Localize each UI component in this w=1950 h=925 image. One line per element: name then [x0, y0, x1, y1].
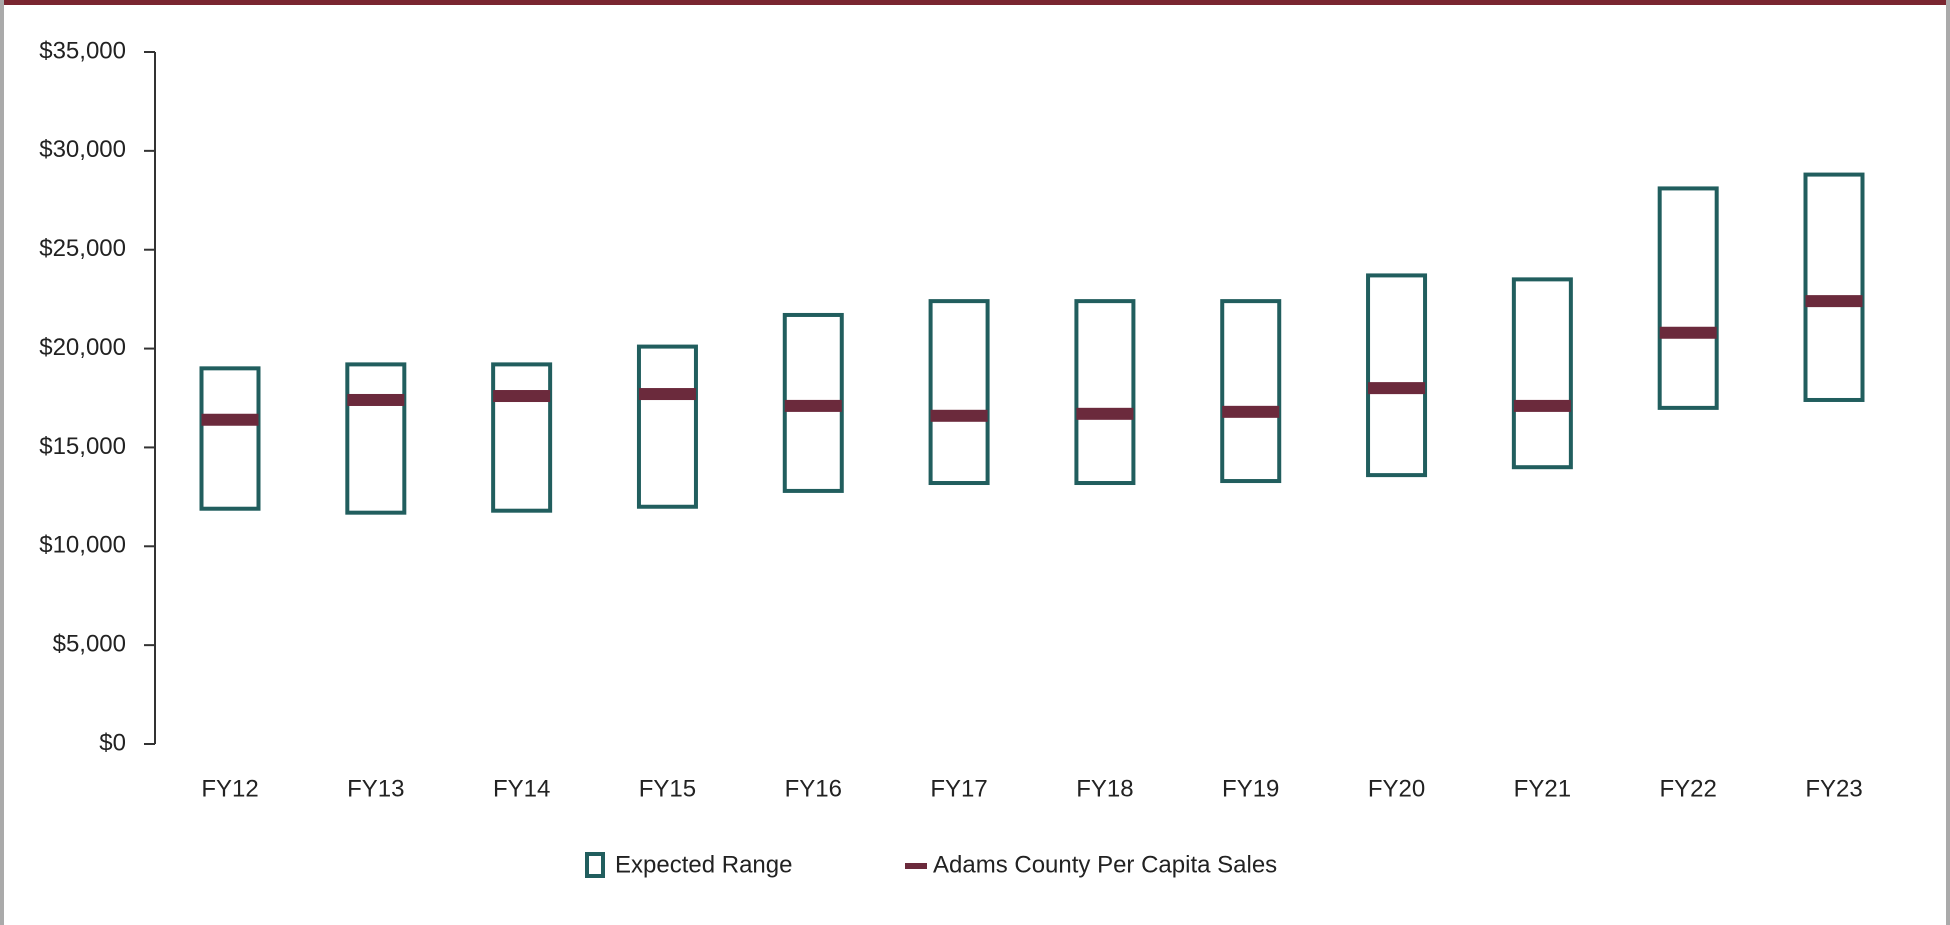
y-tick-label: $25,000 [39, 235, 126, 262]
legend-swatch [585, 852, 605, 878]
range-box [1657, 186, 1719, 410]
x-tick-label: FY13 [347, 775, 404, 802]
y-tick-label: $20,000 [39, 334, 126, 361]
x-tick-label: FY15 [639, 775, 696, 802]
marker [784, 399, 842, 412]
legend-label: Expected Range [615, 851, 792, 878]
range-box [1074, 299, 1136, 486]
range-box [1803, 172, 1865, 402]
marker [347, 393, 405, 406]
marker [493, 390, 551, 403]
marker [638, 388, 696, 401]
range-box [1220, 299, 1282, 484]
range-box [1511, 277, 1573, 470]
y-tick-label: $35,000 [39, 37, 126, 64]
x-tick-label: FY23 [1805, 775, 1862, 802]
y-tick-label: $15,000 [39, 433, 126, 460]
range-box [1366, 273, 1428, 478]
x-tick-label: FY12 [201, 775, 258, 802]
marker [1805, 295, 1863, 308]
y-tick-label: $10,000 [39, 532, 126, 559]
x-tick-label: FY17 [930, 775, 987, 802]
marker [1076, 407, 1134, 420]
range-box [928, 299, 990, 486]
legend-swatch [905, 863, 927, 869]
x-tick-label: FY19 [1222, 775, 1279, 802]
marker [1513, 399, 1571, 412]
x-tick-label: FY16 [785, 775, 842, 802]
x-tick-label: FY22 [1659, 775, 1716, 802]
marker [1368, 382, 1426, 395]
marker [1222, 405, 1280, 418]
y-tick-label: $0 [99, 729, 126, 756]
range-box [199, 366, 261, 511]
legend-label: Adams County Per Capita Sales [933, 851, 1277, 878]
y-tick-label: $30,000 [39, 136, 126, 163]
range-box [636, 344, 698, 509]
x-tick-label: FY14 [493, 775, 550, 802]
marker [930, 409, 988, 422]
x-tick-label: FY18 [1076, 775, 1133, 802]
y-tick-label: $5,000 [53, 630, 126, 657]
range-box [491, 362, 553, 513]
x-tick-label: FY20 [1368, 775, 1425, 802]
marker [1659, 326, 1717, 339]
top-border [0, 0, 1950, 5]
range-box [345, 362, 407, 515]
marker [201, 413, 259, 426]
x-tick-label: FY21 [1514, 775, 1571, 802]
